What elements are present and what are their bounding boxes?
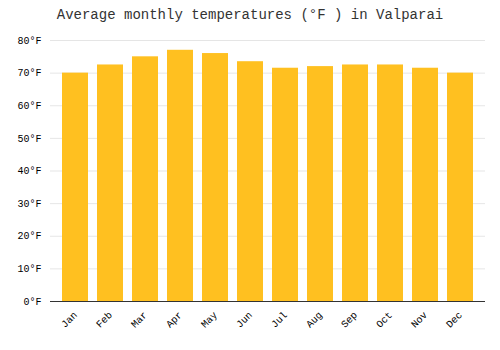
svg-text:Jun: Jun (234, 310, 255, 331)
html-text:Average monthly temperatures (: Average monthly temperatures (°F ) in Va… (56, 7, 444, 23)
svg-text:10°F: 10°F (17, 264, 41, 275)
svg-text:20°F: 20°F (17, 231, 41, 242)
svg-text:Feb: Feb (94, 310, 115, 331)
svg-text:Apr: Apr (164, 310, 185, 331)
svg-text:Jan: Jan (59, 310, 80, 331)
svg-text:40°F: 40°F (17, 166, 41, 177)
svg-text:30°F: 30°F (17, 199, 41, 210)
svg-text:70°F: 70°F (17, 68, 41, 79)
svg-text:Mar: Mar (129, 310, 150, 331)
svg-text:50°F: 50°F (17, 134, 41, 145)
svg-text:May: May (199, 310, 220, 331)
svg-text:Dec: Dec (444, 310, 465, 331)
svg-text:Aug: Aug (304, 310, 325, 331)
svg-text:Jul: Jul (269, 310, 290, 331)
svg-text:Nov: Nov (409, 310, 430, 331)
svg-text:80°F: 80°F (17, 36, 41, 47)
svg-text:Sep: Sep (339, 310, 360, 331)
svg-text:Oct: Oct (374, 310, 395, 331)
svg-text:0°F: 0°F (23, 297, 41, 308)
svg-text:60°F: 60°F (17, 101, 41, 112)
